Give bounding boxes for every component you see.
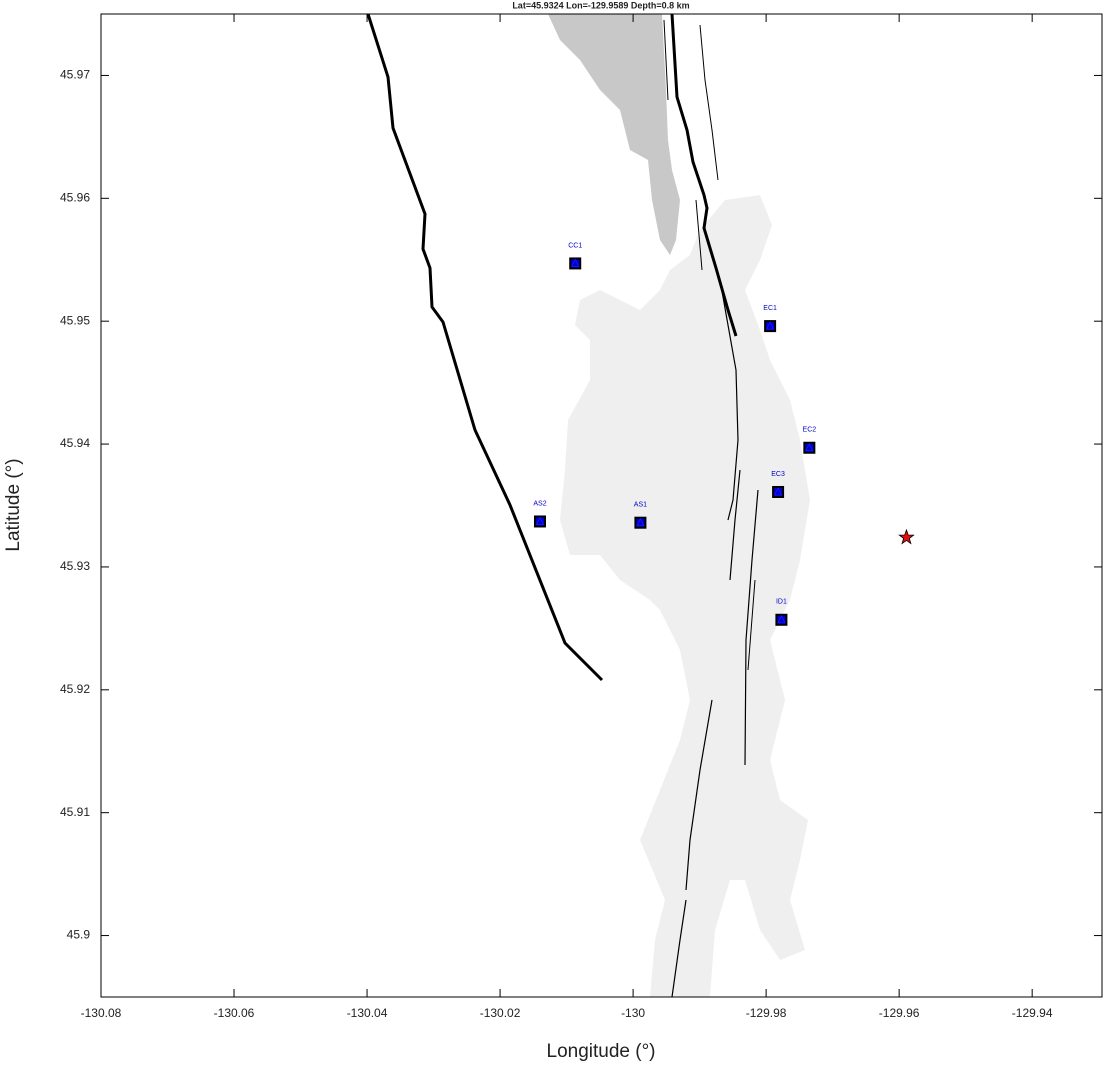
station-triangle <box>805 442 814 452</box>
thin-fault <box>747 579 756 671</box>
light-region <box>560 195 810 997</box>
thin-fault <box>729 469 741 581</box>
station-triangle <box>777 614 786 624</box>
dark-region <box>548 14 680 255</box>
x-tick-label: -129.96 <box>879 1006 920 1020</box>
thin-fault <box>699 24 719 181</box>
x-tick-label: -129.98 <box>746 1006 787 1020</box>
x-tick-label: -130.02 <box>480 1006 521 1020</box>
y-tick-label: 45.94 <box>60 436 90 450</box>
event-star <box>898 528 915 545</box>
y-tick-label: 45.9 <box>67 928 91 942</box>
x-tick-label: -130.06 <box>214 1006 255 1020</box>
thin-fault <box>671 899 687 998</box>
y-tick-label: 45.91 <box>60 805 90 819</box>
thin-fault <box>744 489 759 766</box>
thick-fault <box>366 13 604 682</box>
station-label: AS2 <box>533 500 546 507</box>
station-label: AS1 <box>634 502 647 509</box>
station-triangle <box>765 321 775 330</box>
bathymetry <box>548 14 810 997</box>
chart-title: Lat=45.9324 Lon=-129.9589 Depth=0.8 km <box>512 0 689 10</box>
x-tick-label: -130.04 <box>347 1006 388 1020</box>
station-triangle <box>535 516 545 525</box>
y-axis-label: Latitude (°) <box>3 458 24 551</box>
y-tick-label: 45.92 <box>60 682 90 696</box>
station-label: EC2 <box>803 427 817 434</box>
station-triangle <box>571 258 580 267</box>
thin-fault <box>685 699 713 891</box>
station-triangle <box>636 517 645 527</box>
y-tick-label: 45.96 <box>60 190 90 204</box>
thin-fault <box>663 19 669 101</box>
station-label: CC1 <box>568 242 582 249</box>
fault-lines <box>366 13 759 998</box>
station-label: EC3 <box>771 471 785 478</box>
station-label: EC1 <box>763 305 777 312</box>
station-label: ID1 <box>776 599 787 606</box>
plot-frame <box>100 13 1103 998</box>
x-tick-label: -129.94 <box>1012 1006 1053 1020</box>
x-tick-label: -130.08 <box>81 1006 122 1020</box>
x-axis-label: Longitude (°) <box>547 1041 656 1062</box>
y-tick-label: 45.97 <box>60 68 90 82</box>
y-tick-label: 45.95 <box>60 313 90 327</box>
station-triangle <box>773 487 783 496</box>
x-tick-label: -130 <box>621 1006 645 1020</box>
y-tick-label: 45.93 <box>60 559 90 573</box>
thin-fault <box>703 227 739 521</box>
thin-fault <box>695 199 703 271</box>
